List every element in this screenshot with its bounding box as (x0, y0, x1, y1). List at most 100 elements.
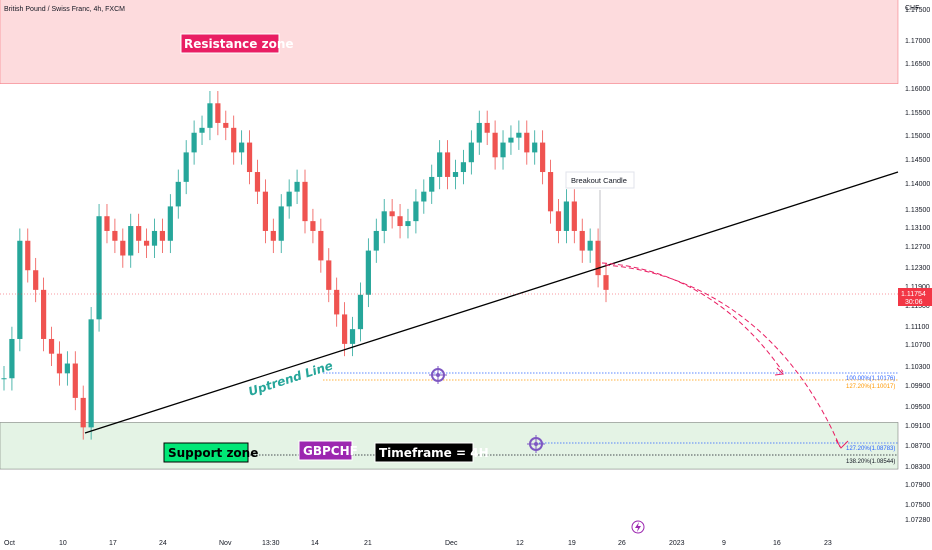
y-tick-label: 1.16000 (905, 86, 930, 93)
candle (492, 132, 498, 158)
candle (310, 221, 316, 231)
x-tick-label: 19 (568, 540, 576, 547)
candle (112, 230, 118, 241)
candle (516, 132, 522, 138)
y-tick-label: 1.07280 (905, 517, 930, 524)
candle (262, 191, 268, 231)
candle (421, 191, 427, 202)
candle (246, 142, 253, 173)
candle (437, 152, 443, 177)
x-tick-label: 23 (824, 540, 832, 547)
candle (452, 172, 459, 177)
fib-level-label: 138.20%(1.08544) (846, 459, 895, 465)
y-tick-label: 1.10300 (905, 364, 930, 371)
chart-title: British Pound / Swiss Franc, 4h, FXCM (4, 6, 125, 13)
resistance-zone-badge: Resistance zone (180, 33, 294, 54)
flash-icon[interactable] (631, 520, 645, 534)
candle (120, 240, 126, 256)
candle (223, 122, 229, 128)
candle (484, 122, 490, 133)
candle (429, 176, 435, 192)
x-tick-label: 16 (773, 540, 781, 547)
candle (547, 172, 554, 212)
x-tick-label: 17 (109, 540, 117, 547)
candle (215, 103, 221, 123)
candle (444, 152, 451, 177)
x-tick-label: 12 (516, 540, 524, 547)
y-tick-label: 1.14500 (905, 157, 930, 164)
candle (96, 216, 102, 320)
candle (64, 363, 70, 374)
breakout-candle-badge: Breakout Candle (565, 171, 635, 189)
candle (381, 211, 387, 231)
candle (587, 240, 593, 251)
y-tick-label: 1.09500 (905, 404, 930, 411)
candle (540, 142, 546, 173)
candle (143, 240, 150, 246)
y-tick-label: 1.13500 (905, 207, 930, 214)
symbol-label: GBPCHF (303, 444, 358, 458)
y-tick-label: 1.09100 (905, 423, 930, 430)
candle (270, 230, 276, 241)
candle (365, 250, 371, 295)
breakout-candle-label: Breakout Candle (571, 176, 627, 185)
candle (334, 289, 340, 315)
candle (302, 181, 308, 222)
candle (603, 275, 609, 290)
candle (405, 221, 411, 227)
x-tick-label: 10 (59, 540, 67, 547)
candle (183, 152, 189, 182)
candle (579, 230, 585, 251)
price-tag-value: 1.11754 (901, 291, 926, 298)
candle (159, 230, 166, 241)
y-tick-label: 1.14000 (905, 181, 930, 188)
y-tick-label: 1.15500 (905, 110, 930, 117)
projection-path-2 (604, 264, 841, 448)
candle (468, 142, 474, 163)
candle (326, 260, 332, 290)
timeframe-label: Timeframe = 4H (379, 446, 489, 460)
projection-arrowhead-2 (835, 439, 849, 449)
support-zone-badge: Support zone (163, 442, 258, 463)
candle (349, 329, 356, 344)
candle (294, 181, 300, 192)
candle (318, 230, 324, 261)
timeframe-badge: Timeframe = 4H (374, 442, 489, 463)
price-tag-timer: 30:06 (905, 299, 923, 306)
candle (104, 216, 110, 231)
x-tick-label: Nov (219, 540, 232, 547)
candle (33, 270, 39, 290)
y-tick-label: 1.08700 (905, 443, 930, 450)
x-tick-label: 2023 (669, 540, 685, 547)
candle (199, 127, 205, 133)
target-icon[interactable] (429, 366, 447, 384)
candle (532, 142, 538, 153)
y-tick-label: 1.12700 (905, 244, 930, 251)
x-tick-label: 13:30 (262, 540, 280, 547)
candle (88, 319, 94, 428)
candle (80, 397, 86, 428)
candle (595, 240, 601, 276)
y-tick-label: 1.09900 (905, 383, 930, 390)
candle (389, 211, 395, 217)
y-tick-label: 1.17000 (905, 38, 930, 45)
candle (56, 353, 63, 374)
candle (555, 211, 562, 231)
candle (397, 216, 403, 227)
x-tick-label: Dec (445, 540, 458, 547)
candle (413, 201, 419, 222)
candle (254, 172, 261, 192)
y-tick-label: 1.16500 (905, 61, 930, 68)
y-tick-label: 1.15000 (905, 133, 930, 140)
candle (278, 206, 284, 241)
candle (17, 240, 23, 339)
candle (286, 191, 292, 207)
y-tick-label: 1.17500 (905, 7, 930, 14)
y-tick-label: 1.12300 (905, 265, 930, 272)
candle (191, 132, 197, 153)
y-tick-label: 1.11900 (905, 284, 930, 291)
candle (239, 142, 245, 153)
candle (373, 230, 379, 251)
candle (9, 338, 15, 379)
target-icon[interactable] (527, 435, 545, 453)
